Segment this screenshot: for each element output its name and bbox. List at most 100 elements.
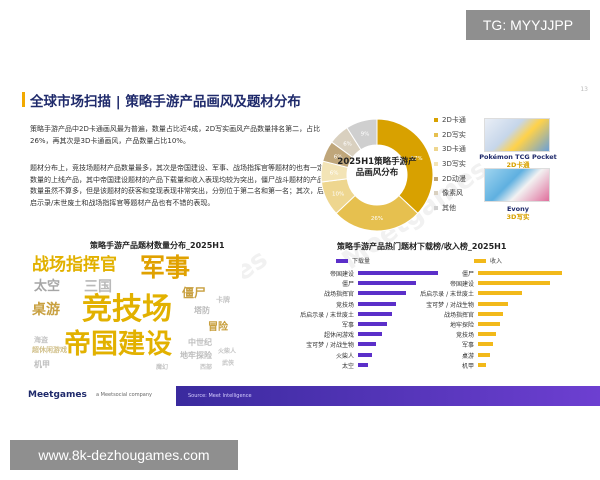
bar-category-label: 宝可梦 / 对战生物 (426, 301, 474, 309)
bar-category-label: 战场指挥官 (443, 311, 474, 319)
wordcloud-word: 中世纪 (188, 338, 212, 347)
legend-label: 其他 (442, 203, 456, 212)
legend-swatch (434, 147, 438, 152)
bar-category-label: 帝国建设 (329, 271, 354, 278)
bar-category-label: 太空 (341, 362, 354, 370)
wordcloud-word: 僵尸 (182, 286, 207, 300)
footer-company: a Meetsocial company (96, 392, 152, 398)
bar (358, 332, 382, 337)
bar-category-label: 僵尸 (341, 281, 354, 289)
bar (478, 301, 509, 306)
game-name: Evony (506, 205, 529, 213)
slide-title: 全球市场扫描 | 策略手游产品画风及题材分布 (30, 94, 301, 110)
legend-item: 3D卡通 (434, 142, 466, 157)
bar-category-label: 帝国建设 (449, 281, 474, 289)
game-style: 2D卡通 (506, 161, 530, 169)
bar-category-label: 军事 (341, 322, 354, 329)
download-legend-swatch (336, 258, 348, 263)
legend-label: 2D动漫 (442, 174, 466, 183)
game-thumbnail-evony (484, 168, 550, 202)
wordcloud-word: 太空 (34, 279, 61, 294)
donut-slice (346, 118, 378, 151)
legend-swatch (434, 205, 438, 210)
game-name: Pokémon TCG Pocket (479, 153, 557, 161)
donut-slice-label: 9% (361, 132, 370, 138)
revenue-legend-swatch (474, 258, 486, 263)
bar (478, 281, 551, 286)
wordcloud-word: 三国 (84, 279, 112, 295)
donut-center-label: 2025H1策略手游产品画风分布 (337, 157, 417, 178)
bar-category-label: 地牢探险 (449, 322, 474, 329)
donut-slice-label: 37% (410, 156, 422, 162)
art-style-donut-chart: 37% 26% 10% 6% 6% 6% 9% (320, 118, 434, 232)
bar (358, 281, 416, 286)
legend-item: 2D写实 (434, 128, 466, 143)
wordcloud-word: 魔幻 (156, 364, 169, 371)
theme-wordcloud: 战场指挥官 军事 太空 三国 僵尸 桌游 竞技场 帝国建设 冒险 中世纪 地牢探险 机甲 超休闲游戏 塔防… (30, 253, 242, 378)
bar (478, 271, 562, 275)
revenue-legend: 收入 (474, 256, 502, 265)
legend-label: 2D写实 (442, 130, 466, 139)
telegram-badge: TG: MYYJJPP (466, 10, 590, 40)
wordcloud-word: 战场指挥官 (32, 255, 117, 275)
donut-legend: 2D卡通 2D写实 3D卡通 3D写实 2D动漫像素风其他 (434, 113, 466, 215)
bar (358, 322, 387, 326)
donut-slice (376, 118, 434, 215)
wordcloud-word: 帝国建设 (64, 329, 172, 360)
legend-swatch (434, 176, 438, 181)
bar-category-label: 机甲 (461, 362, 474, 370)
summary-paragraph-style: 策略手游产品中2D卡通画风最为普遍，数量占比近4成，2D写实画风产品数量排名第二… (30, 125, 321, 145)
footer-band (176, 386, 600, 406)
legend-label: 像素风 (442, 189, 463, 198)
legend-item: 像素风 (434, 186, 466, 201)
donut-slice-label: 6% (343, 142, 352, 148)
wordcloud-word: 火柴人 (218, 348, 237, 355)
wordcloud-word: 机甲 (34, 360, 50, 369)
legend-item: 3D写实 (434, 157, 466, 172)
wordcloud-word: 竞技场 (82, 292, 172, 327)
donut-slice-label: 6% (334, 155, 343, 161)
bar (478, 342, 494, 347)
revenue-legend-label: 收入 (490, 258, 503, 265)
wordcloud-word: 地牢探险 (180, 351, 212, 360)
wordcloud-word: 卡牌 (216, 296, 230, 304)
bar-category-label: 超休闲游戏 (323, 332, 354, 340)
wordcloud-word: 海盗 (34, 336, 48, 344)
summary-paragraph-theme: 题材分布上，竞技场题材产品数量最多，其次是帝国建设、军事、战场指挥官等题材的也有… (30, 164, 324, 207)
bar (358, 362, 368, 367)
wordcloud-word: 桌游 (32, 302, 60, 318)
bar (478, 332, 497, 337)
wordcloud-word: 塔防 (194, 306, 210, 315)
bar-category-label: 后启示录 / 末世废土 (420, 291, 474, 299)
wordcloud-title: 策略手游产品题材数量分布_2025H1 (90, 241, 225, 250)
legend-item: 其他 (434, 201, 466, 216)
bar (478, 352, 490, 357)
bar-category-label: 宝可梦 / 对战生物 (306, 342, 354, 350)
donut-slice-label: 6% (330, 170, 339, 176)
bar-category-label: 火柴人 (335, 352, 354, 360)
bar (358, 291, 406, 296)
report-slide: Meetgames Meetgames 全球市场扫描 | 策略手游产品画风及题材… (0, 80, 600, 410)
wordcloud-word: 军事 (140, 253, 191, 282)
bar (358, 301, 397, 306)
bar-category-label: 桌游 (461, 352, 474, 360)
bar (358, 342, 376, 347)
bar (358, 271, 438, 275)
legend-item: 2D卡通 (434, 113, 466, 128)
bar (478, 362, 487, 367)
game-style: 3D写实 (506, 213, 530, 221)
bar (478, 311, 504, 316)
bar-category-label: 竞技场 (335, 301, 354, 309)
bar-chart-title: 策略手游产品热门题材下载榜/收入榜_2025H1 (337, 242, 507, 251)
page-number: 13 (580, 86, 588, 93)
legend-swatch (434, 162, 438, 167)
bar (478, 291, 522, 296)
bar-category-label: 竞技场 (455, 332, 474, 340)
footer-logo: Meetgames (28, 390, 87, 400)
game-caption: Pokémon TCG Pocket 2D卡通 (474, 153, 562, 169)
footer-source: Source: Meet Intelligence (188, 393, 252, 399)
download-legend: 下载量 (336, 256, 370, 265)
game-thumbnail-pokemon (484, 118, 550, 152)
download-legend-label: 下载量 (352, 258, 371, 265)
bar-category-label: 战场指挥官 (323, 291, 354, 299)
